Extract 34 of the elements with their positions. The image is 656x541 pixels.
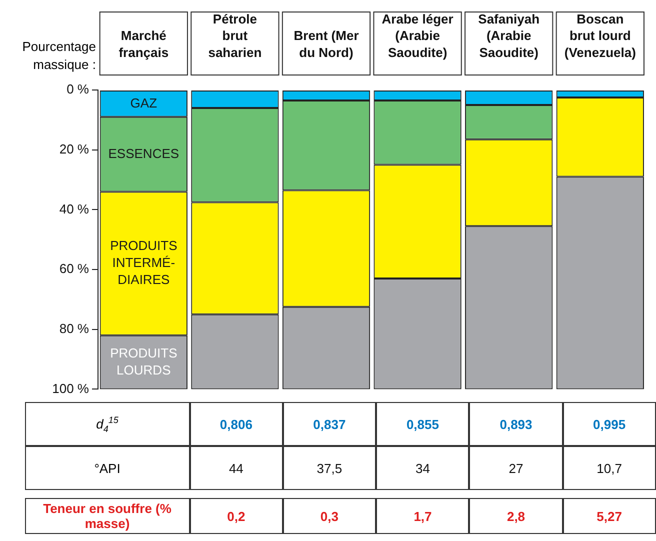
text: 0,893 <box>469 402 563 446</box>
x-tick-label: Pétrole brut saharien <box>208 11 262 60</box>
text: 0,806 <box>190 402 283 446</box>
text: 1,7 <box>376 498 470 534</box>
text: 0,855 <box>376 402 470 446</box>
text: 0,995 <box>562 402 656 446</box>
y-tick-label: 80 % <box>59 320 90 336</box>
text: 37,5 <box>282 446 376 490</box>
text: 5,27 <box>562 498 656 534</box>
series-label: PRODUITS LOURDS <box>110 345 178 378</box>
text: 44 <box>190 446 283 490</box>
y-tick-label: 40 % <box>59 201 90 216</box>
text: Teneur en souffre (% masse) <box>25 498 190 534</box>
x-tick-label: Boscan brut lourd (Venezuela) <box>564 11 636 60</box>
y-tick-label: 100 % <box>52 380 90 396</box>
x-tick-label: Brent (Mer du Nord) <box>294 28 359 60</box>
series-label: GAZ <box>130 95 158 110</box>
series-label: PRODUITS INTERMÉ-DIAIRES <box>110 238 178 288</box>
x-tick-label: Marché français <box>118 28 169 60</box>
x-tick-label: Safaniyah (Arabie Saoudite) <box>478 11 540 60</box>
text: 10,7 <box>562 446 656 490</box>
text: 0,3 <box>282 498 376 534</box>
y-tick-label: 0 % <box>66 82 90 97</box>
series-label: ESSENCES <box>108 146 180 161</box>
text: 34 <box>376 446 470 490</box>
y-tick-label: 20 % <box>59 141 90 156</box>
x-tick-label: Arabe léger (Arabie Saoudite) <box>382 11 454 60</box>
y-tick-label: 60 % <box>59 261 90 276</box>
text: 2,8 <box>469 498 563 534</box>
text: 0,2 <box>190 498 283 534</box>
y-axis-title: Pourcentage massique : <box>0 38 96 74</box>
text: °API <box>25 446 190 490</box>
text: 27 <box>469 446 563 490</box>
text: 0,837 <box>282 402 376 446</box>
